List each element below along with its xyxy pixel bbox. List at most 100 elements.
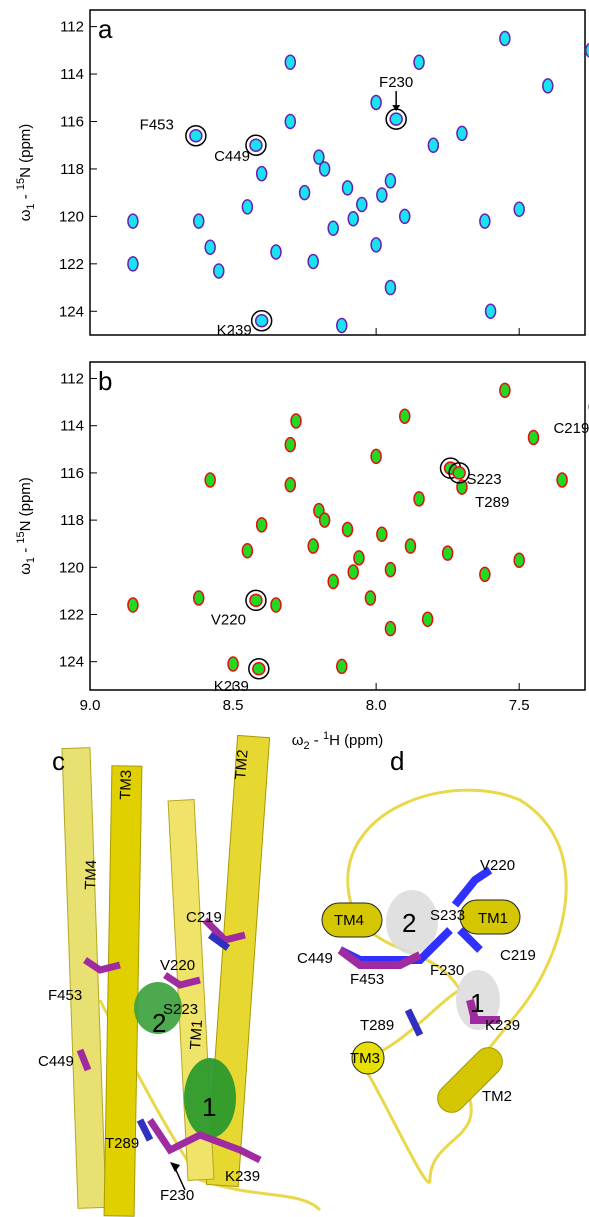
y-tick-label: 114 [60, 418, 84, 435]
peak [452, 466, 466, 480]
structure-c [61, 734, 322, 1217]
y-tick-label: 122 [59, 256, 84, 273]
plot-frame [89, 9, 586, 336]
peak [427, 137, 440, 153]
plot-frame [89, 361, 586, 691]
annotation-circle [250, 310, 273, 332]
annotation-label: C449 [214, 148, 250, 165]
axis-label-part: 1 [25, 203, 37, 209]
axis-label-part: H (ppm) [329, 732, 383, 749]
annotation-circle [448, 462, 470, 484]
peak [584, 42, 589, 58]
peak [284, 436, 297, 453]
peak [327, 573, 339, 590]
peak [398, 208, 411, 225]
peak [127, 256, 139, 272]
peak [327, 220, 339, 236]
axis-label: ω1 - 15N (ppm) [15, 477, 37, 575]
peak [127, 213, 139, 229]
peak [370, 94, 382, 111]
axis-label-part: 15 [15, 178, 27, 190]
peak [318, 161, 331, 177]
residue-label: S223 [163, 1001, 198, 1018]
y-tick-label: 124 [59, 654, 84, 671]
axis-label-part: 1 [25, 557, 37, 563]
residue-label: C449 [297, 950, 333, 967]
peak [527, 429, 540, 446]
x-tick-label: 7.5 [509, 697, 530, 714]
annotation-label: T289 [475, 494, 509, 511]
peak [318, 512, 331, 528]
peak [456, 125, 468, 142]
y-tick-label: 124 [59, 303, 84, 320]
peak [249, 138, 263, 152]
helix-label: TM3 [350, 1050, 380, 1067]
peak [347, 211, 359, 227]
residue-label: C219 [500, 947, 536, 964]
x-tick-label: 9.0 [80, 697, 101, 714]
peak [336, 317, 348, 334]
helix-label: TM3 [117, 770, 135, 801]
peak [513, 201, 525, 218]
peak [484, 303, 497, 320]
y-tick-label: 122 [59, 606, 84, 623]
helix-label: TM2 [482, 1088, 512, 1105]
y-tick-label: 114 [60, 66, 84, 83]
peak [384, 620, 397, 637]
structure-d [321, 788, 568, 1184]
peak [227, 656, 239, 672]
residue-label: F453 [48, 987, 82, 1004]
helix-label: TM1 [187, 1019, 206, 1050]
annotation-arrowhead [392, 105, 401, 112]
axis-label-part: 15 [15, 531, 27, 543]
peak [255, 517, 268, 533]
axis-label-part: 1 [323, 730, 329, 742]
axis-label-part: 2 [303, 740, 309, 752]
panel-label: a [98, 14, 113, 44]
peak [213, 263, 225, 279]
residue-label: F230 [430, 962, 464, 979]
peak [370, 448, 382, 465]
residue-label: V220 [480, 857, 515, 874]
peak [284, 113, 297, 130]
axis-label-part: N (ppm) [17, 124, 34, 178]
y-tick-label: 118 [60, 161, 84, 178]
annotation-label: F230 [379, 74, 413, 91]
residue-label: S233 [430, 907, 465, 924]
peak [384, 173, 397, 189]
peak [421, 611, 434, 627]
peak [389, 112, 403, 126]
peak [376, 187, 388, 203]
peak [413, 54, 425, 70]
residue-label: C219 [186, 909, 222, 926]
peak [284, 476, 297, 493]
peak [479, 213, 491, 229]
peak [127, 597, 139, 613]
helix-label: TM2 [232, 749, 252, 780]
axis-label: ω2 - 1H (ppm) [292, 730, 383, 752]
panel-label: b [98, 366, 112, 396]
cavity-label: 1 [470, 988, 484, 1018]
annotation-label: C219 [553, 420, 589, 437]
axis-label-part: - [310, 732, 323, 749]
annotation-circle [245, 589, 267, 612]
peak [364, 590, 377, 606]
annotation-label: S223 [467, 471, 502, 488]
peak [356, 196, 368, 213]
panel-label: d [390, 746, 404, 776]
peak [384, 561, 397, 578]
peak [499, 382, 511, 399]
y-tick-label: 116 [60, 465, 84, 482]
peak [249, 593, 263, 608]
peak [290, 413, 302, 429]
axis-label-part: N (ppm) [17, 477, 34, 531]
residue-label: F453 [350, 971, 384, 988]
residue-label: C449 [38, 1053, 74, 1070]
y-tick-label: 112 [60, 19, 84, 36]
peak [204, 472, 216, 488]
residue-label: K239 [485, 1017, 520, 1034]
helix-label: TM4 [334, 912, 364, 929]
peak [313, 149, 325, 165]
peak [241, 543, 254, 559]
